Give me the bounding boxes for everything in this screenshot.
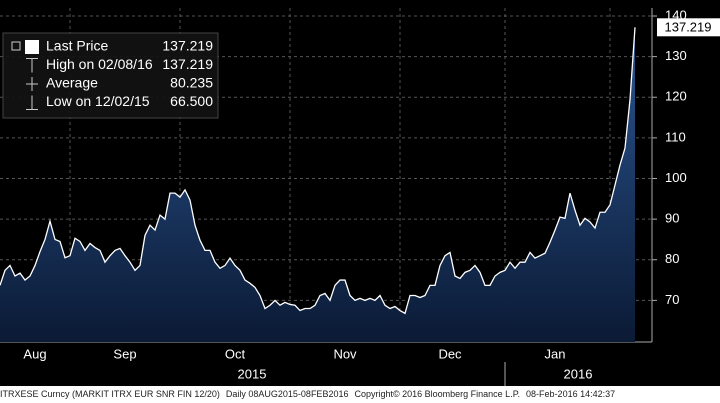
legend-value: 80.235 (170, 75, 213, 91)
footer: ITRXESE Curncy (MARKIT ITRX EUR SNR FIN … (0, 386, 720, 403)
last-price-label: 137.219 (665, 20, 712, 35)
x-tick-label: Dec (438, 346, 462, 361)
x-tick-label: Jan (545, 346, 566, 361)
footer-text: Copyright© 2016 Bloomberg Finance L.P. (354, 389, 521, 399)
last-price-box (657, 18, 720, 37)
y-tick-label: 80 (665, 251, 679, 266)
legend-label: Average (46, 75, 98, 91)
x-tick-label: Sep (113, 346, 136, 361)
y-tick-label: 110 (665, 129, 686, 144)
y-tick-label: 90 (665, 211, 679, 226)
footer-text: 08-Feb-2016 14:42:37 (526, 389, 616, 399)
last-price-tag: 137.219 (657, 18, 720, 37)
year-label: 2016 (564, 366, 593, 381)
area-fill (0, 27, 635, 342)
year-label: 2015 (238, 366, 267, 381)
legend-icon (11, 41, 21, 51)
legend-value: 137.219 (162, 38, 213, 54)
x-tick-label: Oct (225, 346, 246, 361)
price-line (0, 27, 636, 315)
y-tick-label: 120 (665, 89, 687, 104)
footer-text: ITRXESE Curncy (MARKIT ITRX EUR SNR FIN … (0, 389, 220, 399)
legend-label: Last Price (46, 38, 108, 54)
y-tick-label: 100 (665, 170, 687, 185)
legend: Last Price 137.219 High on 02/08/16 137.219… (2, 32, 219, 119)
y-tick-label: 130 (665, 48, 687, 63)
legend-label: Low on 12/02/15 (46, 93, 150, 109)
x-tick-label: Nov (333, 346, 357, 361)
legend-value: 66.500 (170, 93, 213, 109)
legend-swatch (25, 40, 39, 54)
legend-label: High on 02/08/16 (46, 56, 153, 72)
footer-text: Daily 08AUG2015-08FEB2016 (225, 389, 349, 399)
legend-value: 137.219 (162, 56, 213, 72)
y-tick-label: 70 (665, 292, 679, 307)
x-tick-label: Aug (23, 346, 46, 361)
